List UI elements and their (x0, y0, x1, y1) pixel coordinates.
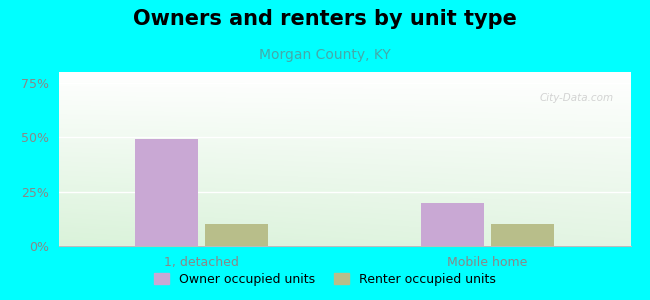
Bar (135, 140, 198, 246)
Legend: Owner occupied units, Renter occupied units: Owner occupied units, Renter occupied un… (149, 268, 501, 291)
Text: Owners and renters by unit type: Owners and renters by unit type (133, 9, 517, 29)
Text: City-Data.com: City-Data.com (540, 93, 614, 103)
Text: Morgan County, KY: Morgan County, KY (259, 48, 391, 62)
Bar (491, 224, 554, 246)
Bar (421, 202, 484, 246)
Bar (205, 224, 268, 246)
